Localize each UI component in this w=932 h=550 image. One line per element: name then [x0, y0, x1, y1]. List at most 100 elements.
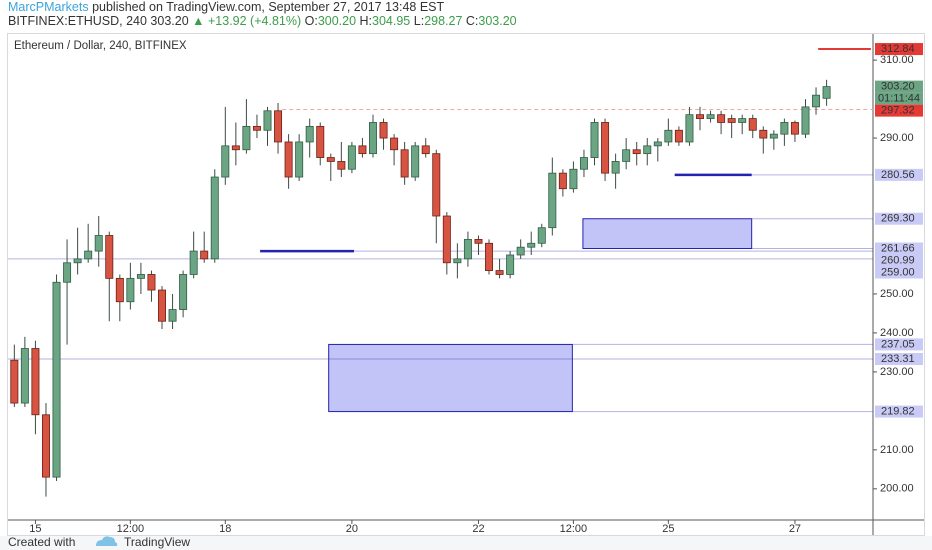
change-arrow: ▲ — [192, 14, 204, 28]
candle-body — [601, 122, 610, 174]
candle-body — [453, 258, 462, 264]
level-label: 312.84 — [881, 43, 915, 55]
level-label: 259.00 — [881, 266, 915, 278]
candle-body — [738, 118, 747, 123]
candle-body — [812, 94, 821, 108]
y-tick-label: 310.00 — [880, 54, 914, 66]
high-value: 304.95 — [372, 14, 410, 28]
low-value: 298.27 — [424, 14, 462, 28]
candle-body — [611, 161, 620, 174]
level-label-bg — [875, 104, 923, 117]
candle-body — [759, 129, 768, 139]
candle-body — [115, 277, 124, 303]
chart-frame — [7, 33, 925, 536]
y-tick-label: 240.00 — [880, 327, 914, 339]
publish-line: MarcPMarkets published on TradingView.co… — [8, 0, 445, 14]
candle-body — [516, 246, 525, 256]
symbol: BITFINEX:ETHUSD, 240 — [8, 14, 147, 28]
last-price: 303.20 — [150, 14, 188, 28]
level-label-bg — [875, 212, 923, 225]
low-label: L: — [414, 14, 424, 28]
candle-body — [158, 289, 166, 322]
candle-body — [136, 274, 145, 279]
candle-body — [231, 145, 240, 151]
candle-body — [411, 145, 420, 178]
candle-body — [717, 114, 726, 123]
candle-body — [463, 238, 472, 260]
candle-body — [790, 122, 799, 135]
candle-body — [579, 157, 588, 170]
candle-body — [274, 110, 283, 143]
candle-body — [10, 359, 19, 404]
candle-body — [474, 238, 483, 244]
candle-body — [558, 172, 567, 190]
candle-body — [495, 270, 504, 275]
candle-body — [769, 133, 778, 139]
candle-body — [200, 250, 209, 260]
candle-body — [622, 149, 631, 162]
candle-body — [179, 274, 188, 310]
x-tick-label: 25 — [662, 523, 674, 535]
footer-brand[interactable]: TradingView — [124, 535, 190, 549]
candle-body — [632, 149, 641, 155]
level-label-bg — [875, 254, 923, 267]
level-label: 260.99 — [881, 254, 915, 266]
author[interactable]: MarcPMarkets — [8, 0, 89, 14]
zone-box — [328, 343, 573, 413]
y-tick-label: 200.00 — [880, 483, 914, 495]
candle-body — [284, 141, 293, 178]
candle-body — [84, 250, 93, 260]
candle-body — [31, 348, 40, 416]
high-label: H: — [360, 14, 373, 28]
candle-body — [506, 254, 515, 275]
candle-body — [653, 141, 662, 147]
footer-created: Created with — [8, 535, 75, 549]
candle-body — [295, 141, 304, 178]
footer-bar — [0, 536, 932, 550]
candle-body — [369, 122, 377, 155]
candle-body — [252, 125, 261, 131]
x-tick-label: 18 — [219, 523, 231, 535]
chart-title: Ethereum / Dollar, 240, BITFINEX — [14, 40, 187, 52]
y-tick-label: 290.00 — [880, 132, 914, 144]
y-tick-label: 250.00 — [880, 288, 914, 300]
candle-body — [210, 176, 219, 260]
candle-body — [316, 125, 325, 158]
x-tick-label: 22 — [472, 523, 484, 535]
candle-body — [485, 242, 494, 271]
candle-body — [643, 145, 652, 155]
countdown-bg — [875, 92, 923, 105]
candle-body — [748, 118, 757, 131]
level-label-bg — [875, 266, 923, 279]
change: +13.92 (+4.81%) — [208, 14, 301, 28]
candle-body — [126, 277, 135, 303]
candle-body — [73, 258, 82, 264]
level-label-bg — [875, 242, 923, 255]
level-label: 237.05 — [881, 338, 915, 350]
candle-body — [569, 168, 578, 190]
candle-body — [41, 414, 50, 478]
brand-logo — [96, 536, 118, 546]
candle-body — [822, 86, 831, 99]
candle-body — [801, 106, 810, 135]
x-tick-label: 12:00 — [560, 523, 588, 535]
close-label: C: — [466, 14, 479, 28]
candle-body — [727, 118, 736, 123]
candle-body — [390, 137, 399, 151]
level-label: 269.30 — [881, 213, 915, 225]
x-tick-label: 20 — [346, 523, 358, 535]
candle-body — [52, 281, 61, 478]
candle-body — [696, 114, 704, 119]
level-label: 233.31 — [881, 353, 915, 365]
candle-body — [537, 227, 546, 244]
candle-body — [63, 262, 72, 283]
candle-body — [168, 309, 177, 322]
candle-body — [20, 348, 29, 404]
candle-body — [305, 125, 314, 143]
candle-body — [400, 149, 409, 178]
candle-body — [442, 215, 451, 264]
candle-body — [421, 145, 430, 155]
close-value: 303.20 — [478, 14, 516, 28]
candle-body — [706, 114, 715, 119]
